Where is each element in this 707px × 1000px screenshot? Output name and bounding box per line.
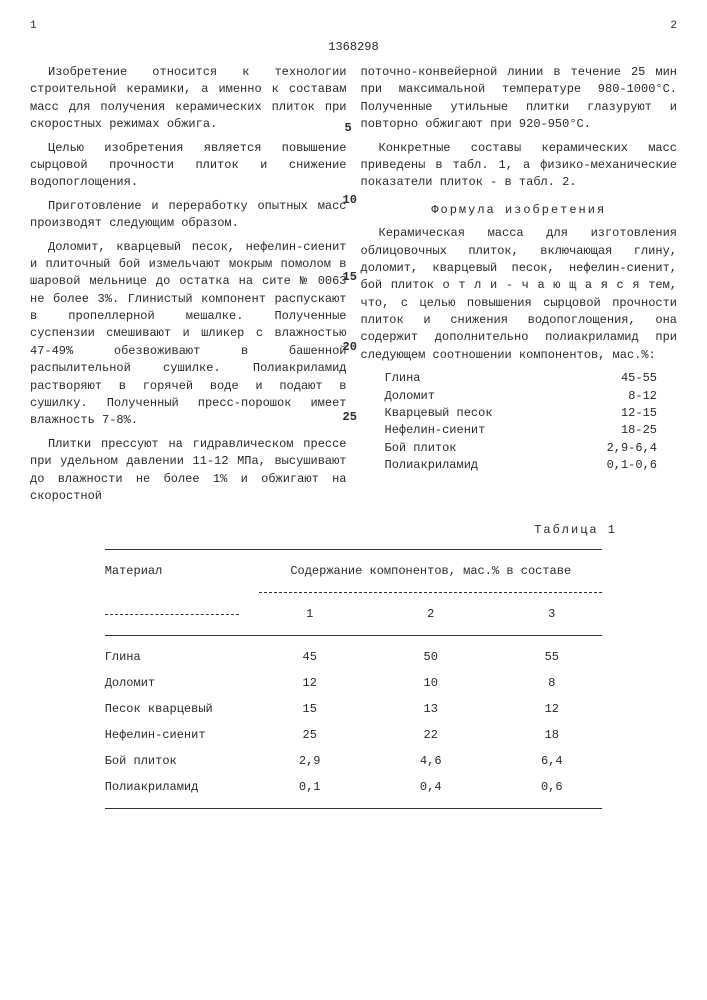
comp-range: 18-25 <box>621 422 657 439</box>
left-p4: Доломит, кварцевый песок, нефелин-сиенит… <box>30 239 347 430</box>
cell-material: Доломит <box>95 670 250 696</box>
comp-range: 8-12 <box>628 388 657 405</box>
table1: Материал Содержание компонентов, мас.% в… <box>95 541 613 817</box>
th-col3: 3 <box>491 601 612 627</box>
comp-row: Кварцевый песок 12-15 <box>385 405 678 422</box>
th-material: Материал <box>95 558 250 601</box>
cell-v: 45 <box>249 644 370 670</box>
right-p1: поточно-конвейерной линии в течение 25 м… <box>361 64 678 134</box>
comp-range: 2,9-6,4 <box>607 440 657 457</box>
cell-v: 0,1 <box>249 774 370 800</box>
left-p2: Целью изобретения является повышение сыр… <box>30 140 347 192</box>
line-marker-25: 25 <box>343 409 357 426</box>
cell-material: Нефелин-сиенит <box>95 722 250 748</box>
table-row: Глина 45 50 55 <box>95 644 613 670</box>
table-row: Доломит 12 10 8 <box>95 670 613 696</box>
line-marker-20: 20 <box>343 339 357 356</box>
th-col2: 2 <box>370 601 491 627</box>
comp-name: Кварцевый песок <box>385 405 493 422</box>
cell-v: 12 <box>249 670 370 696</box>
table-header-row: Материал Содержание компонентов, мас.% в… <box>95 558 613 584</box>
comp-name: Нефелин-сиенит <box>385 422 486 439</box>
cell-v: 2,9 <box>249 748 370 774</box>
page-header: 1 2 <box>30 20 677 32</box>
left-column: Изобретение относится к технологии строи… <box>30 64 347 511</box>
two-column-layout: Изобретение относится к технологии строи… <box>30 64 677 511</box>
table-row: Полиакриламид 0,1 0,4 0,6 <box>95 774 613 800</box>
comp-range: 45-55 <box>621 370 657 387</box>
cell-v: 18 <box>491 722 612 748</box>
left-p1: Изобретение относится к технологии строи… <box>30 64 347 134</box>
comp-range: 12-15 <box>621 405 657 422</box>
right-p2: Конкретные составы керамических масс при… <box>361 140 678 192</box>
comp-row: Нефелин-сиенит 18-25 <box>385 422 678 439</box>
components-list: Глина 45-55 Доломит 8-12 Кварцевый песок 12… <box>385 370 678 474</box>
comp-range: 0,1-0,6 <box>607 457 657 474</box>
cell-v: 12 <box>491 696 612 722</box>
cell-v: 55 <box>491 644 612 670</box>
cell-v: 0,4 <box>370 774 491 800</box>
comp-row: Бой плиток 2,9-6,4 <box>385 440 678 457</box>
cell-v: 0,6 <box>491 774 612 800</box>
comp-row: Полиакриламид 0,1-0,6 <box>385 457 678 474</box>
left-p5: Плитки прессуют на гидравлическом прессе… <box>30 436 347 506</box>
comp-name: Бой плиток <box>385 440 457 457</box>
cell-v: 22 <box>370 722 491 748</box>
left-p3: Приготовление и переработку опытных масс… <box>30 198 347 233</box>
table-row: Песок кварцевый 15 13 12 <box>95 696 613 722</box>
line-marker-15: 15 <box>343 269 357 286</box>
cell-v: 6,4 <box>491 748 612 774</box>
comp-row: Глина 45-55 <box>385 370 678 387</box>
line-marker-5: 5 <box>345 120 352 137</box>
cell-v: 25 <box>249 722 370 748</box>
cell-v: 13 <box>370 696 491 722</box>
formula-title: Формула изобретения <box>361 202 678 219</box>
cell-v: 8 <box>491 670 612 696</box>
cell-material: Полиакриламид <box>95 774 250 800</box>
comp-row: Доломит 8-12 <box>385 388 678 405</box>
table-row: Бой плиток 2,9 4,6 6,4 <box>95 748 613 774</box>
table-row: Нефелин-сиенит 25 22 18 <box>95 722 613 748</box>
patent-number: 1368298 <box>30 40 677 54</box>
page-left-num: 1 <box>30 20 37 32</box>
th-col1: 1 <box>249 601 370 627</box>
cell-v: 10 <box>370 670 491 696</box>
comp-name: Глина <box>385 370 421 387</box>
table1-caption: Таблица 1 <box>30 523 617 537</box>
comp-name: Доломит <box>385 388 435 405</box>
comp-name: Полиакриламид <box>385 457 479 474</box>
cell-material: Глина <box>95 644 250 670</box>
page-right-num: 2 <box>670 20 677 32</box>
cell-material: Бой плиток <box>95 748 250 774</box>
table-subheader-row: 1 2 3 <box>95 601 613 627</box>
cell-v: 4,6 <box>370 748 491 774</box>
cell-material: Песок кварцевый <box>95 696 250 722</box>
th-composition: Содержание компонентов, мас.% в составе <box>249 558 612 584</box>
right-p3: Керамическая масса для изготовления обли… <box>361 225 678 364</box>
cell-v: 15 <box>249 696 370 722</box>
line-marker-10: 10 <box>343 192 357 209</box>
right-column: 5 10 15 20 25 поточно-конвейерной линии … <box>361 64 678 511</box>
cell-v: 50 <box>370 644 491 670</box>
